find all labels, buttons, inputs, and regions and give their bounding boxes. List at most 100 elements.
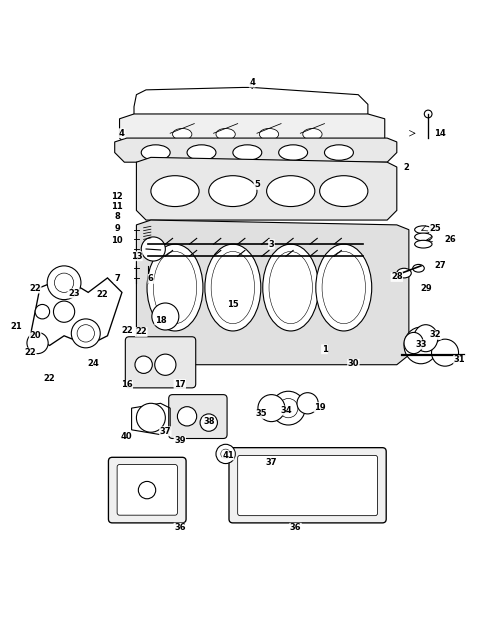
Ellipse shape (35, 304, 49, 319)
Text: 22: 22 (121, 325, 132, 334)
Ellipse shape (215, 444, 235, 463)
Text: 36: 36 (289, 523, 301, 532)
Text: 20: 20 (29, 331, 41, 341)
Text: 22: 22 (24, 348, 36, 357)
Ellipse shape (271, 391, 304, 425)
Text: 31: 31 (453, 355, 464, 365)
Text: 40: 40 (121, 432, 132, 441)
Text: 2: 2 (403, 163, 408, 172)
Ellipse shape (151, 176, 199, 206)
Ellipse shape (296, 392, 318, 414)
Ellipse shape (262, 244, 318, 331)
Ellipse shape (257, 394, 284, 422)
Text: 28: 28 (390, 272, 402, 282)
Text: 5: 5 (254, 180, 259, 189)
Ellipse shape (259, 128, 278, 140)
Ellipse shape (208, 176, 257, 206)
Text: 17: 17 (174, 380, 185, 389)
Text: 32: 32 (429, 330, 440, 339)
Ellipse shape (147, 244, 202, 331)
Ellipse shape (412, 265, 424, 272)
Text: 30: 30 (347, 360, 359, 368)
Text: 26: 26 (443, 235, 455, 244)
Text: 4: 4 (119, 128, 124, 138)
FancyBboxPatch shape (228, 448, 385, 523)
Ellipse shape (172, 128, 192, 140)
Polygon shape (136, 220, 408, 365)
Text: 29: 29 (419, 284, 431, 293)
Ellipse shape (403, 332, 423, 354)
Ellipse shape (413, 325, 437, 352)
Polygon shape (136, 158, 396, 220)
FancyBboxPatch shape (168, 394, 227, 439)
Ellipse shape (141, 237, 165, 261)
Ellipse shape (266, 176, 314, 206)
Text: 3: 3 (268, 240, 274, 249)
Ellipse shape (136, 403, 165, 432)
Text: 23: 23 (68, 289, 79, 298)
Text: 22: 22 (97, 291, 108, 299)
Ellipse shape (278, 399, 297, 418)
Polygon shape (119, 114, 384, 146)
Text: 37: 37 (265, 458, 277, 467)
Text: 38: 38 (203, 417, 214, 426)
Text: 34: 34 (280, 406, 291, 415)
Ellipse shape (220, 449, 230, 459)
Ellipse shape (27, 332, 48, 354)
Text: 15: 15 (227, 300, 238, 309)
Ellipse shape (54, 273, 74, 292)
Text: 25: 25 (429, 224, 440, 233)
Text: 13: 13 (130, 252, 142, 261)
Text: 1: 1 (321, 345, 327, 354)
Ellipse shape (269, 251, 312, 323)
Text: 11: 11 (111, 202, 123, 211)
Text: 10: 10 (111, 236, 122, 245)
Ellipse shape (138, 482, 155, 499)
Ellipse shape (151, 303, 179, 330)
Text: 41: 41 (222, 451, 233, 460)
Ellipse shape (47, 266, 81, 299)
Text: 21: 21 (10, 322, 22, 330)
Ellipse shape (424, 110, 431, 118)
FancyBboxPatch shape (117, 465, 177, 515)
Text: 36: 36 (174, 523, 185, 532)
Ellipse shape (200, 414, 217, 431)
Ellipse shape (232, 145, 261, 160)
Ellipse shape (403, 327, 437, 364)
Text: 8: 8 (114, 211, 120, 221)
Ellipse shape (319, 176, 367, 206)
Ellipse shape (153, 251, 197, 323)
Ellipse shape (315, 244, 371, 331)
FancyBboxPatch shape (108, 457, 186, 523)
Text: 7: 7 (114, 274, 120, 284)
FancyBboxPatch shape (237, 455, 377, 516)
Text: 9: 9 (114, 224, 120, 233)
Ellipse shape (414, 233, 431, 241)
Text: 6: 6 (148, 274, 153, 284)
Ellipse shape (324, 145, 353, 160)
Text: 14: 14 (434, 128, 445, 138)
FancyBboxPatch shape (125, 337, 196, 388)
Text: 19: 19 (313, 403, 325, 411)
Text: 22: 22 (135, 327, 147, 336)
Text: 24: 24 (87, 360, 99, 368)
Ellipse shape (177, 406, 197, 426)
Ellipse shape (414, 241, 431, 248)
Ellipse shape (53, 301, 75, 322)
Text: 22: 22 (29, 284, 41, 293)
Text: 33: 33 (414, 340, 426, 349)
Ellipse shape (321, 251, 365, 323)
Text: 4: 4 (249, 78, 255, 87)
Text: 35: 35 (256, 410, 267, 418)
Ellipse shape (302, 128, 321, 140)
Text: 37: 37 (159, 427, 171, 436)
Polygon shape (115, 138, 396, 162)
Text: 12: 12 (111, 192, 123, 201)
Ellipse shape (71, 319, 100, 348)
Ellipse shape (396, 268, 410, 278)
Ellipse shape (278, 145, 307, 160)
Text: 27: 27 (434, 261, 445, 270)
Text: 18: 18 (154, 316, 166, 325)
Text: 16: 16 (121, 380, 132, 389)
Ellipse shape (211, 251, 254, 323)
